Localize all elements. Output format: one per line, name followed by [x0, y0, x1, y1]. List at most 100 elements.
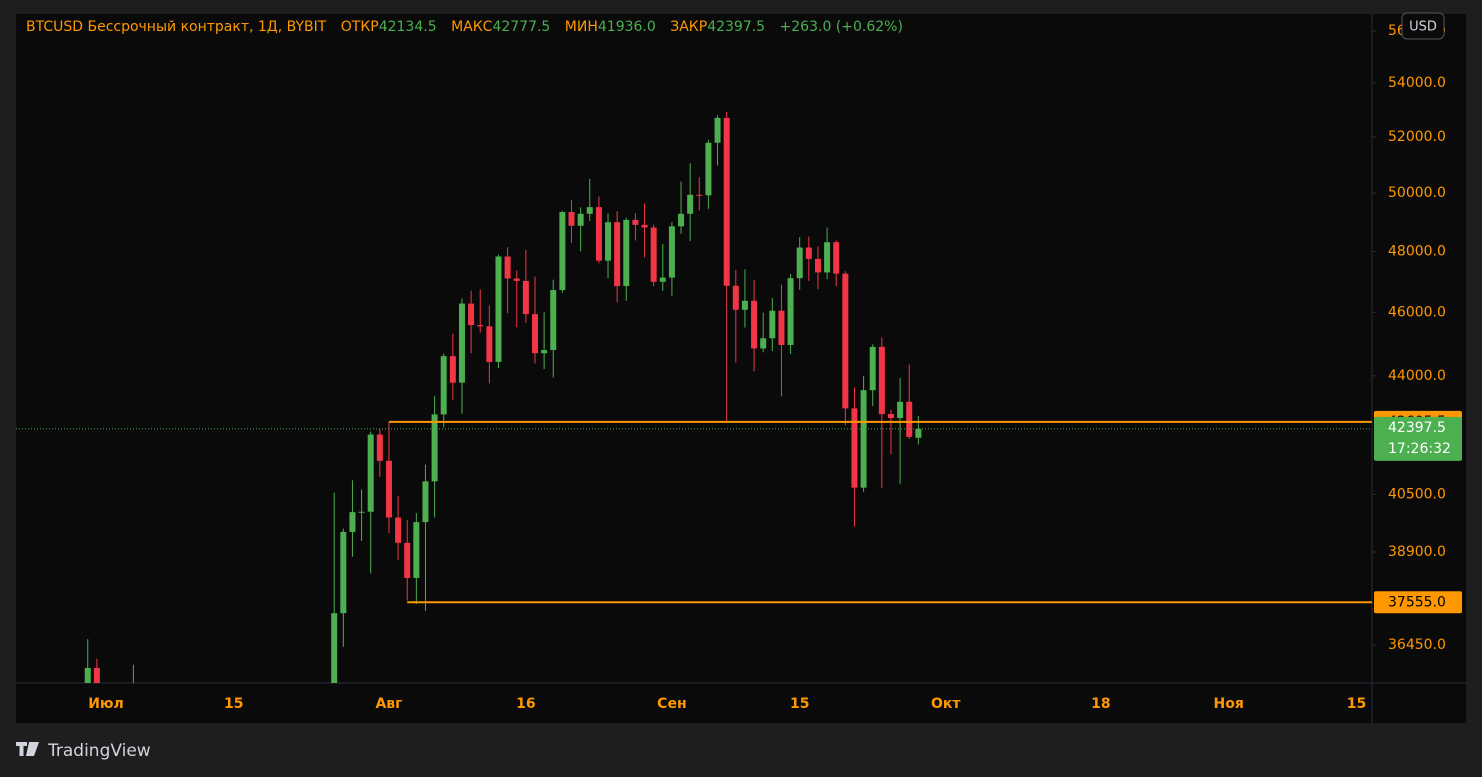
- change: +263.0 (+0.62%): [780, 19, 903, 35]
- candle-body: [340, 531, 347, 614]
- candle-body: [395, 517, 402, 543]
- legend-header: BTCUSD Бессрочный контракт, 1Д, BYBIT ОТ…: [26, 19, 903, 35]
- candle-body: [824, 242, 831, 273]
- candle-body: [422, 481, 429, 523]
- candle-body: [513, 278, 520, 281]
- logo-icon: [16, 742, 39, 756]
- candle-body: [84, 667, 91, 683]
- price-axis: 56000.054000.052000.050000.048000.046000…: [1372, 23, 1462, 653]
- x-tick-label: Сен: [657, 696, 686, 712]
- candle-body: [751, 300, 758, 349]
- y-tick-label: 54000.0: [1388, 75, 1446, 91]
- field-label: МИН: [565, 19, 598, 35]
- x-tick-label: Июл: [88, 696, 124, 712]
- candle-body: [906, 401, 913, 437]
- candle-body: [915, 428, 922, 438]
- field-value: 42777.5: [492, 19, 550, 35]
- y-tick-label: 44000.0: [1388, 368, 1446, 384]
- candle-body: [349, 512, 356, 532]
- y-tick-label: 50000.0: [1388, 185, 1446, 201]
- candle-body: [468, 303, 475, 326]
- candle-body: [550, 290, 557, 351]
- candle-body: [778, 310, 785, 345]
- candle-body: [860, 390, 867, 488]
- candle-body: [659, 277, 666, 282]
- x-tick-label: 15: [224, 696, 243, 712]
- candle-body: [385, 460, 392, 518]
- candle-body: [568, 212, 575, 226]
- x-tick-label: Ноя: [1214, 696, 1244, 712]
- candle-body: [614, 222, 621, 287]
- candle-body: [440, 356, 447, 415]
- field-value: 41936.0: [598, 19, 656, 35]
- currency[interactable]: USD: [1409, 20, 1437, 35]
- candle-body: [696, 194, 703, 196]
- x-tick-label: Окт: [931, 696, 961, 712]
- candle-body: [595, 207, 602, 261]
- x-tick-label: 15: [790, 696, 809, 712]
- candle-body: [678, 213, 685, 227]
- candle-body: [668, 226, 675, 278]
- candle-body: [842, 273, 849, 409]
- candle-body: [787, 278, 794, 345]
- candle-body: [331, 613, 338, 683]
- candle-body: [376, 434, 383, 461]
- candle-body: [413, 522, 420, 578]
- last-price-label: 42397.5: [1388, 420, 1446, 436]
- candle-body: [650, 227, 657, 282]
- x-tick-label: Авг: [375, 696, 402, 712]
- candle-body: [486, 326, 493, 362]
- plot-area: [16, 111, 1372, 683]
- x-tick-label: 16: [516, 696, 535, 712]
- candle-body: [887, 414, 894, 419]
- currency-box[interactable]: [1401, 12, 1445, 40]
- candle-body: [869, 346, 876, 391]
- candle-body: [705, 142, 712, 196]
- candle-body: [93, 667, 100, 683]
- candle-body: [851, 408, 858, 488]
- candle-body: [559, 212, 566, 291]
- field-label: ОТКР: [341, 19, 379, 35]
- y-tick-label: 40500.0: [1388, 486, 1446, 502]
- candle-body: [723, 117, 730, 286]
- candle-body: [814, 258, 821, 273]
- candle-body: [458, 303, 465, 383]
- countdown: 17:26:32: [1388, 441, 1451, 457]
- candle-body: [541, 350, 548, 354]
- y-tick-label: 36450.0: [1388, 637, 1446, 653]
- logo: TradingView: [16, 741, 151, 761]
- field-label: ЗАКР: [670, 19, 707, 35]
- candle-body: [769, 310, 776, 339]
- candle-body: [796, 247, 803, 279]
- price-label: 37555.0: [1388, 594, 1446, 610]
- x-tick-label: 18: [1091, 696, 1110, 712]
- field-label: МАКС: [451, 19, 493, 35]
- y-tick-label: 38900.0: [1388, 544, 1446, 560]
- candle-body: [531, 314, 538, 354]
- candle-body: [367, 434, 374, 512]
- candle-body: [897, 401, 904, 419]
- candle-body: [358, 511, 365, 513]
- field-value: 42134.5: [379, 19, 437, 35]
- candle-body: [477, 325, 484, 327]
- price-label-box: [1374, 591, 1462, 614]
- y-tick-label: 46000.0: [1388, 304, 1446, 320]
- candle-body: [741, 300, 748, 310]
- candle-body: [805, 247, 812, 259]
- candle-body: [504, 256, 511, 279]
- candle-body: [404, 542, 411, 578]
- candle-body: [760, 338, 767, 349]
- candle-body: [522, 280, 529, 315]
- x-tick-label: 15: [1347, 696, 1366, 712]
- candle-body: [641, 224, 648, 228]
- candle-body: [431, 414, 438, 482]
- candle-body: [449, 356, 456, 383]
- brand: TradingView: [47, 741, 151, 761]
- candle-body: [577, 213, 584, 226]
- symbol-title: BTCUSD Бессрочный контракт, 1Д, BYBIT: [26, 19, 327, 35]
- chart-panel: [16, 14, 1466, 723]
- candle-body: [495, 256, 502, 362]
- candle-body: [878, 346, 885, 415]
